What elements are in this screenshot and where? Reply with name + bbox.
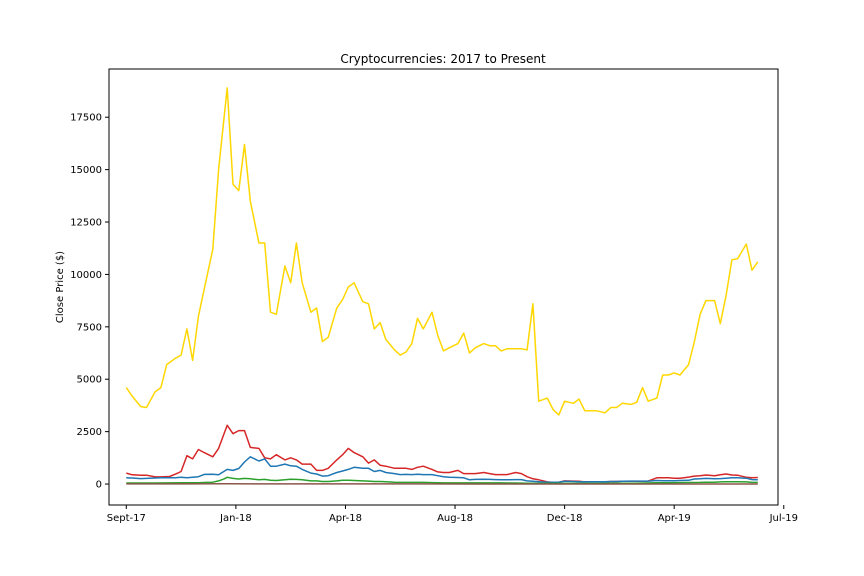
axis-layer: 0 2500 5000 7500 10000 12500 15000 17500 Sept-17… — [70, 113, 798, 524]
y-tick-label: 2500 — [77, 427, 102, 438]
series-layer — [125, 87, 759, 485]
y-tick-label: 7500 — [77, 322, 102, 333]
series-line-2 — [126, 456, 758, 483]
series-line-3 — [126, 476, 758, 485]
y-tick-label: 10000 — [70, 270, 102, 281]
x-tick-label: Aug-18 — [437, 513, 473, 524]
x-tick-label: Apr-18 — [329, 513, 362, 524]
plot-frame — [108, 68, 779, 506]
series-line-0 — [125, 87, 759, 416]
x-tick-label: Dec-18 — [547, 513, 583, 524]
x-tick-label: Jan-18 — [219, 513, 252, 524]
y-axis-label: Close Price ($) — [55, 251, 66, 323]
x-tick-label: Sept-17 — [107, 513, 146, 524]
series-line-1 — [126, 424, 758, 484]
y-tick-label: 12500 — [70, 218, 102, 229]
y-tick-label: 17500 — [70, 113, 102, 124]
y-tick-label: 15000 — [70, 165, 102, 176]
x-tick-label: Jul-19 — [769, 513, 798, 524]
x-tick-label: Apr-19 — [658, 513, 691, 524]
y-tick-label: 0 — [96, 480, 102, 491]
chart-title: Cryptocurrencies: 2017 to Present — [340, 52, 546, 66]
y-tick-label: 5000 — [77, 375, 102, 386]
